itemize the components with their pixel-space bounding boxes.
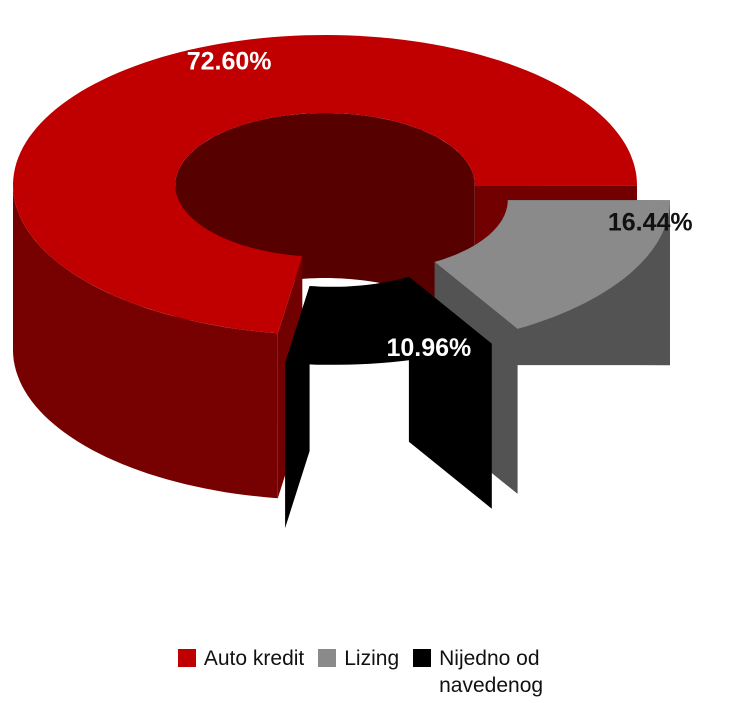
inner-wall	[175, 113, 475, 350]
legend-swatch	[177, 649, 196, 667]
data-label: 72.60%	[187, 48, 272, 76]
chart: 72.60% 16.44% 10.96%	[13, 35, 693, 529]
slice-top	[13, 35, 637, 334]
outer-wall	[13, 185, 278, 499]
legend-label: Auto kredit	[203, 647, 305, 670]
legend-swatch	[318, 649, 337, 667]
legend-swatch	[413, 649, 432, 667]
legend-label: Lizing	[344, 647, 400, 670]
data-label: 10.96%	[387, 334, 472, 362]
legend-label: Nijedno od navedenog	[439, 647, 544, 698]
legend-item: Auto kredit	[177, 645, 305, 672]
legend-item: Nijedno od navedenog	[413, 645, 569, 700]
legend: Auto kredit Lizing Nijedno od navedenog	[0, 645, 747, 700]
legend-item: Lizing	[318, 645, 399, 672]
slice-top	[434, 200, 670, 329]
data-label: 16.44%	[608, 209, 693, 237]
slice-top	[285, 276, 492, 365]
